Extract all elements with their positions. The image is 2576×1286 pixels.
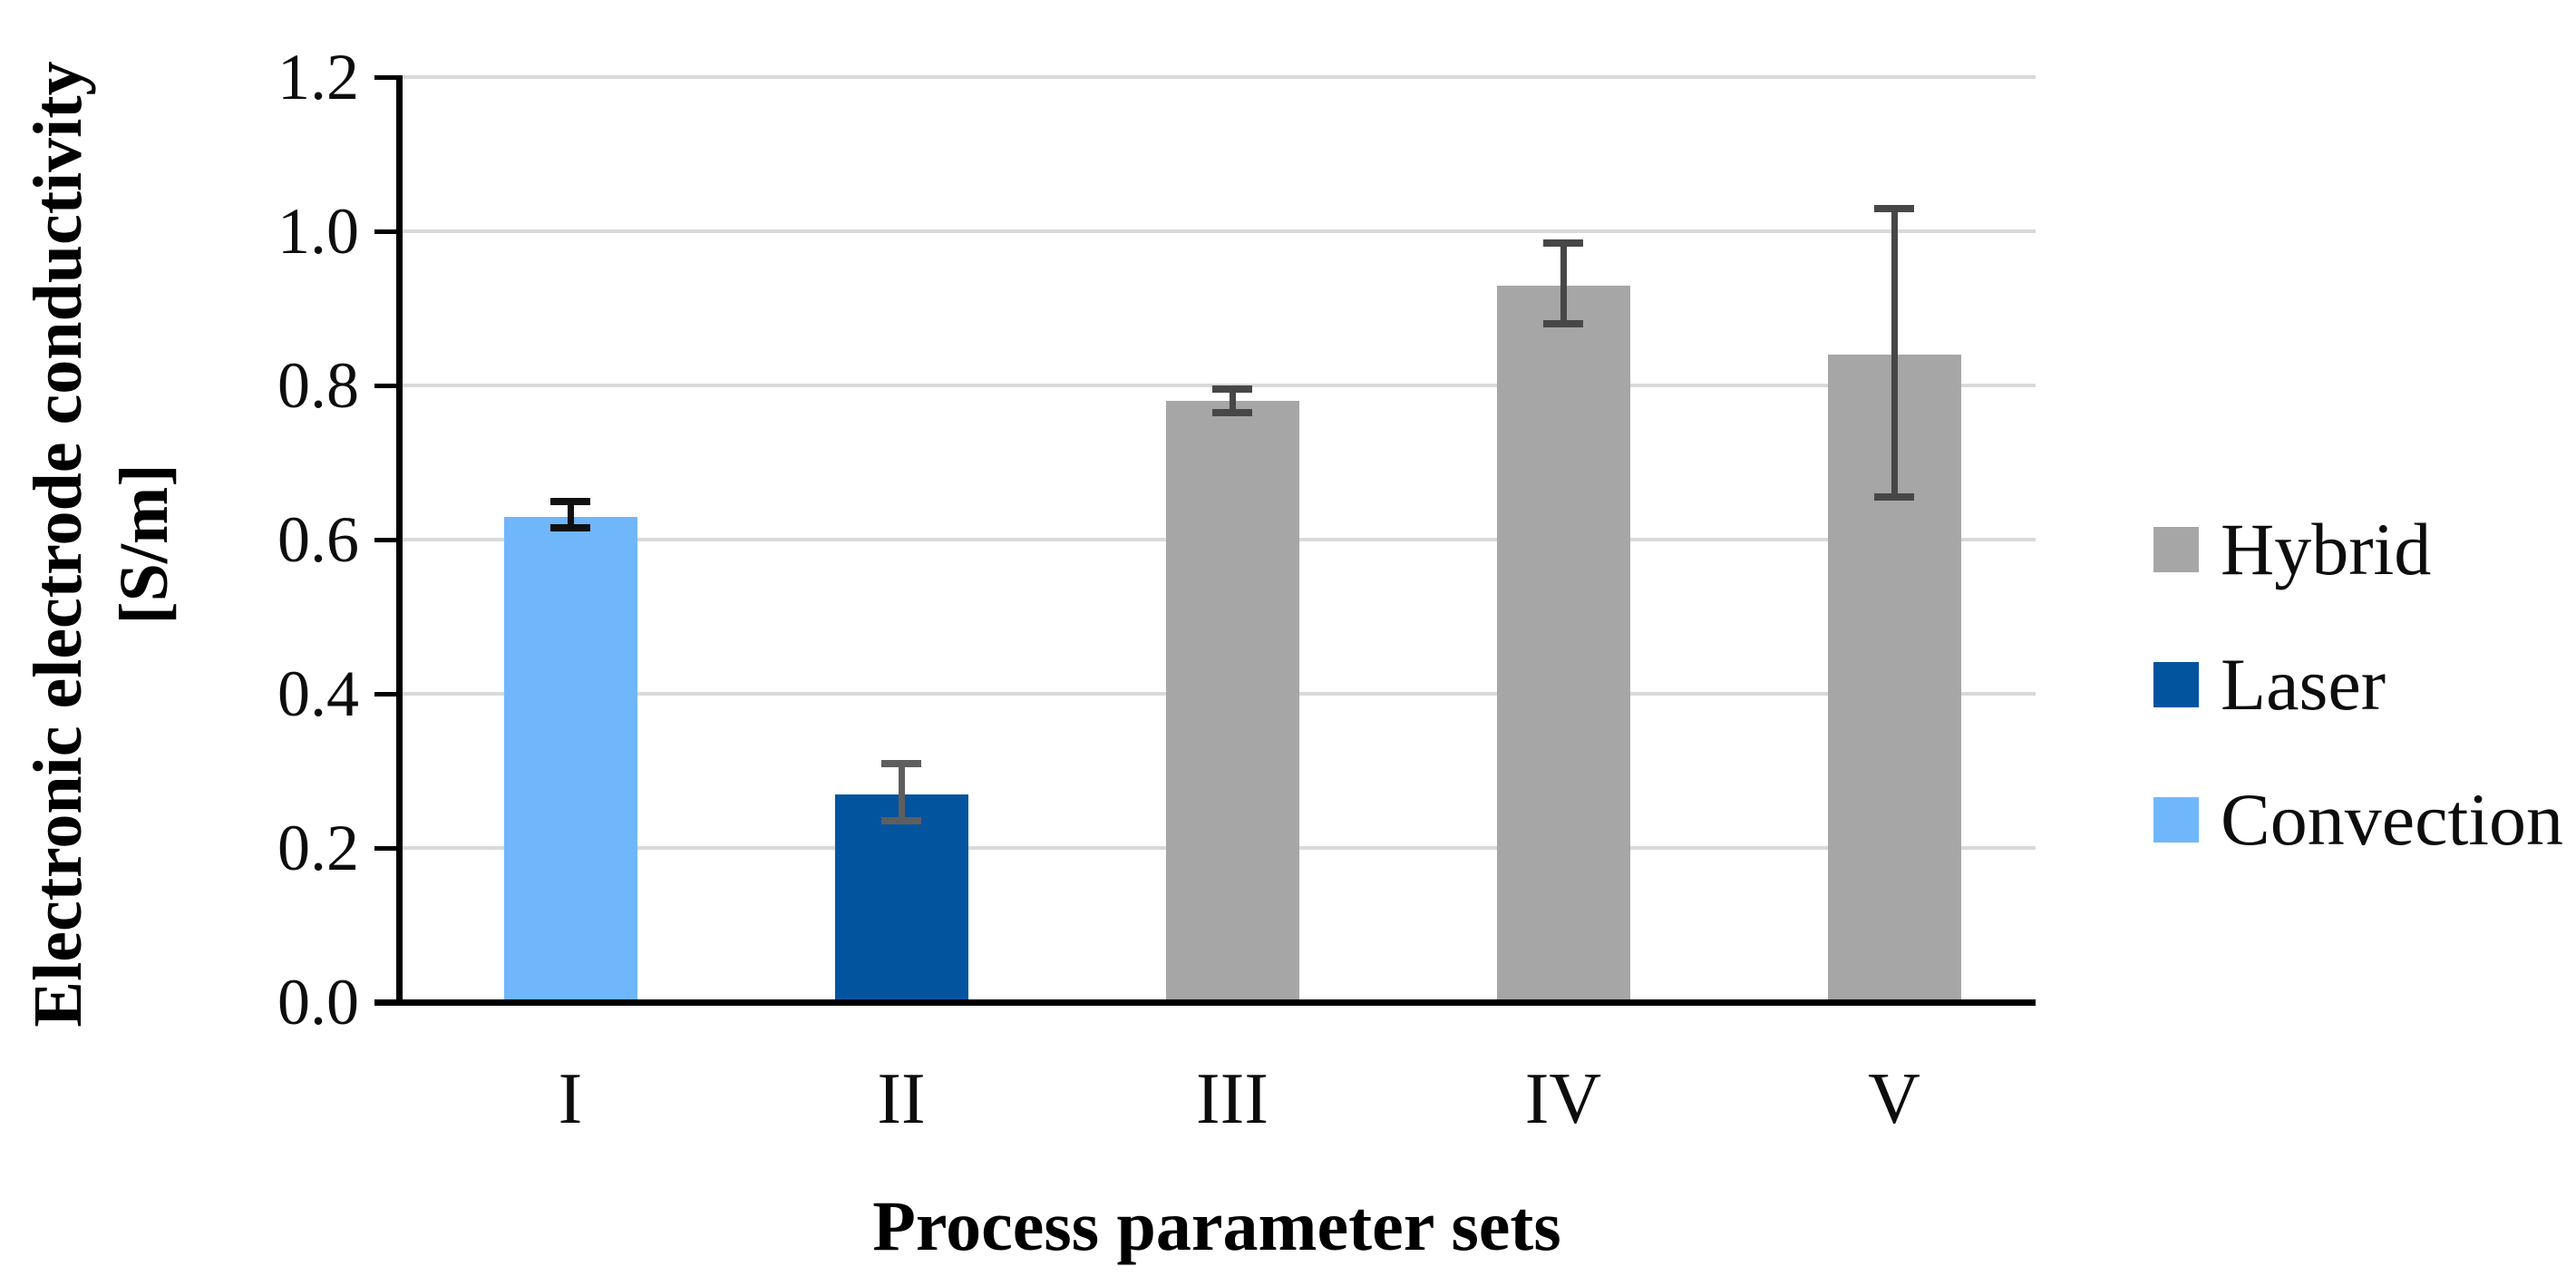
y-tick-label: 0.8 xyxy=(277,349,359,422)
y-tick-label: 0.0 xyxy=(277,966,359,1038)
legend-label: Laser xyxy=(2221,643,2386,726)
gridline xyxy=(399,75,2036,79)
bar-IV xyxy=(1496,285,1630,1002)
error-bar-III xyxy=(1229,389,1236,413)
y-tick-label: 1.0 xyxy=(277,195,359,268)
error-bar-cap xyxy=(1543,320,1583,327)
error-bar-cap xyxy=(881,759,921,767)
category-label-II: II xyxy=(877,1059,926,1139)
gridline xyxy=(399,384,2036,387)
error-bar-cap xyxy=(1212,408,1252,416)
error-bar-I xyxy=(567,501,574,529)
bar-I xyxy=(503,516,637,1002)
legend-swatch-laser xyxy=(2153,662,2199,707)
y-tick-label: 0.2 xyxy=(277,812,359,884)
error-bar-cap xyxy=(1212,385,1252,394)
gridline xyxy=(399,229,2036,233)
error-bar-II xyxy=(898,763,905,822)
category-label-III: III xyxy=(1196,1059,1269,1139)
legend-item-laser: Laser xyxy=(2153,648,2386,722)
error-bar-cap xyxy=(1874,204,1914,212)
bar-III xyxy=(1165,401,1299,1002)
y-axis-tick xyxy=(374,999,399,1005)
y-tick-label: 0.6 xyxy=(277,503,359,576)
bar-II xyxy=(834,794,968,1002)
x-axis-line xyxy=(374,999,2036,1006)
legend-swatch-hybrid xyxy=(2153,527,2199,572)
error-bar-cap xyxy=(1874,493,1914,502)
error-bar-cap xyxy=(1543,239,1583,247)
error-bar-cap xyxy=(881,817,921,825)
y-axis-tick xyxy=(374,383,399,388)
y-axis-tick xyxy=(374,74,399,80)
y-tick-label: 0.4 xyxy=(277,658,359,730)
error-bar-V xyxy=(1891,208,1898,498)
error-bar-IV xyxy=(1560,242,1567,324)
error-bar-cap xyxy=(550,524,590,532)
y-axis-tick xyxy=(374,845,399,851)
error-bar-cap xyxy=(550,497,590,505)
legend-label: Hybrid xyxy=(2221,508,2432,590)
y-axis-tick xyxy=(374,229,399,234)
legend-label: Convection xyxy=(2221,778,2564,861)
legend-swatch-convection xyxy=(2153,797,2199,843)
x-axis-title: Process parameter sets xyxy=(872,1186,1561,1265)
y-axis-tick xyxy=(374,691,399,697)
y-axis-line xyxy=(395,75,403,1004)
legend-item-convection: Convection xyxy=(2153,783,2563,857)
category-label-IV: IV xyxy=(1524,1059,1602,1139)
y-tick-label: 1.2 xyxy=(277,41,359,113)
category-label-V: V xyxy=(1868,1059,1920,1139)
legend-item-hybrid: Hybrid xyxy=(2153,512,2431,587)
category-label-I: I xyxy=(558,1059,583,1139)
y-axis-tick xyxy=(374,537,399,542)
